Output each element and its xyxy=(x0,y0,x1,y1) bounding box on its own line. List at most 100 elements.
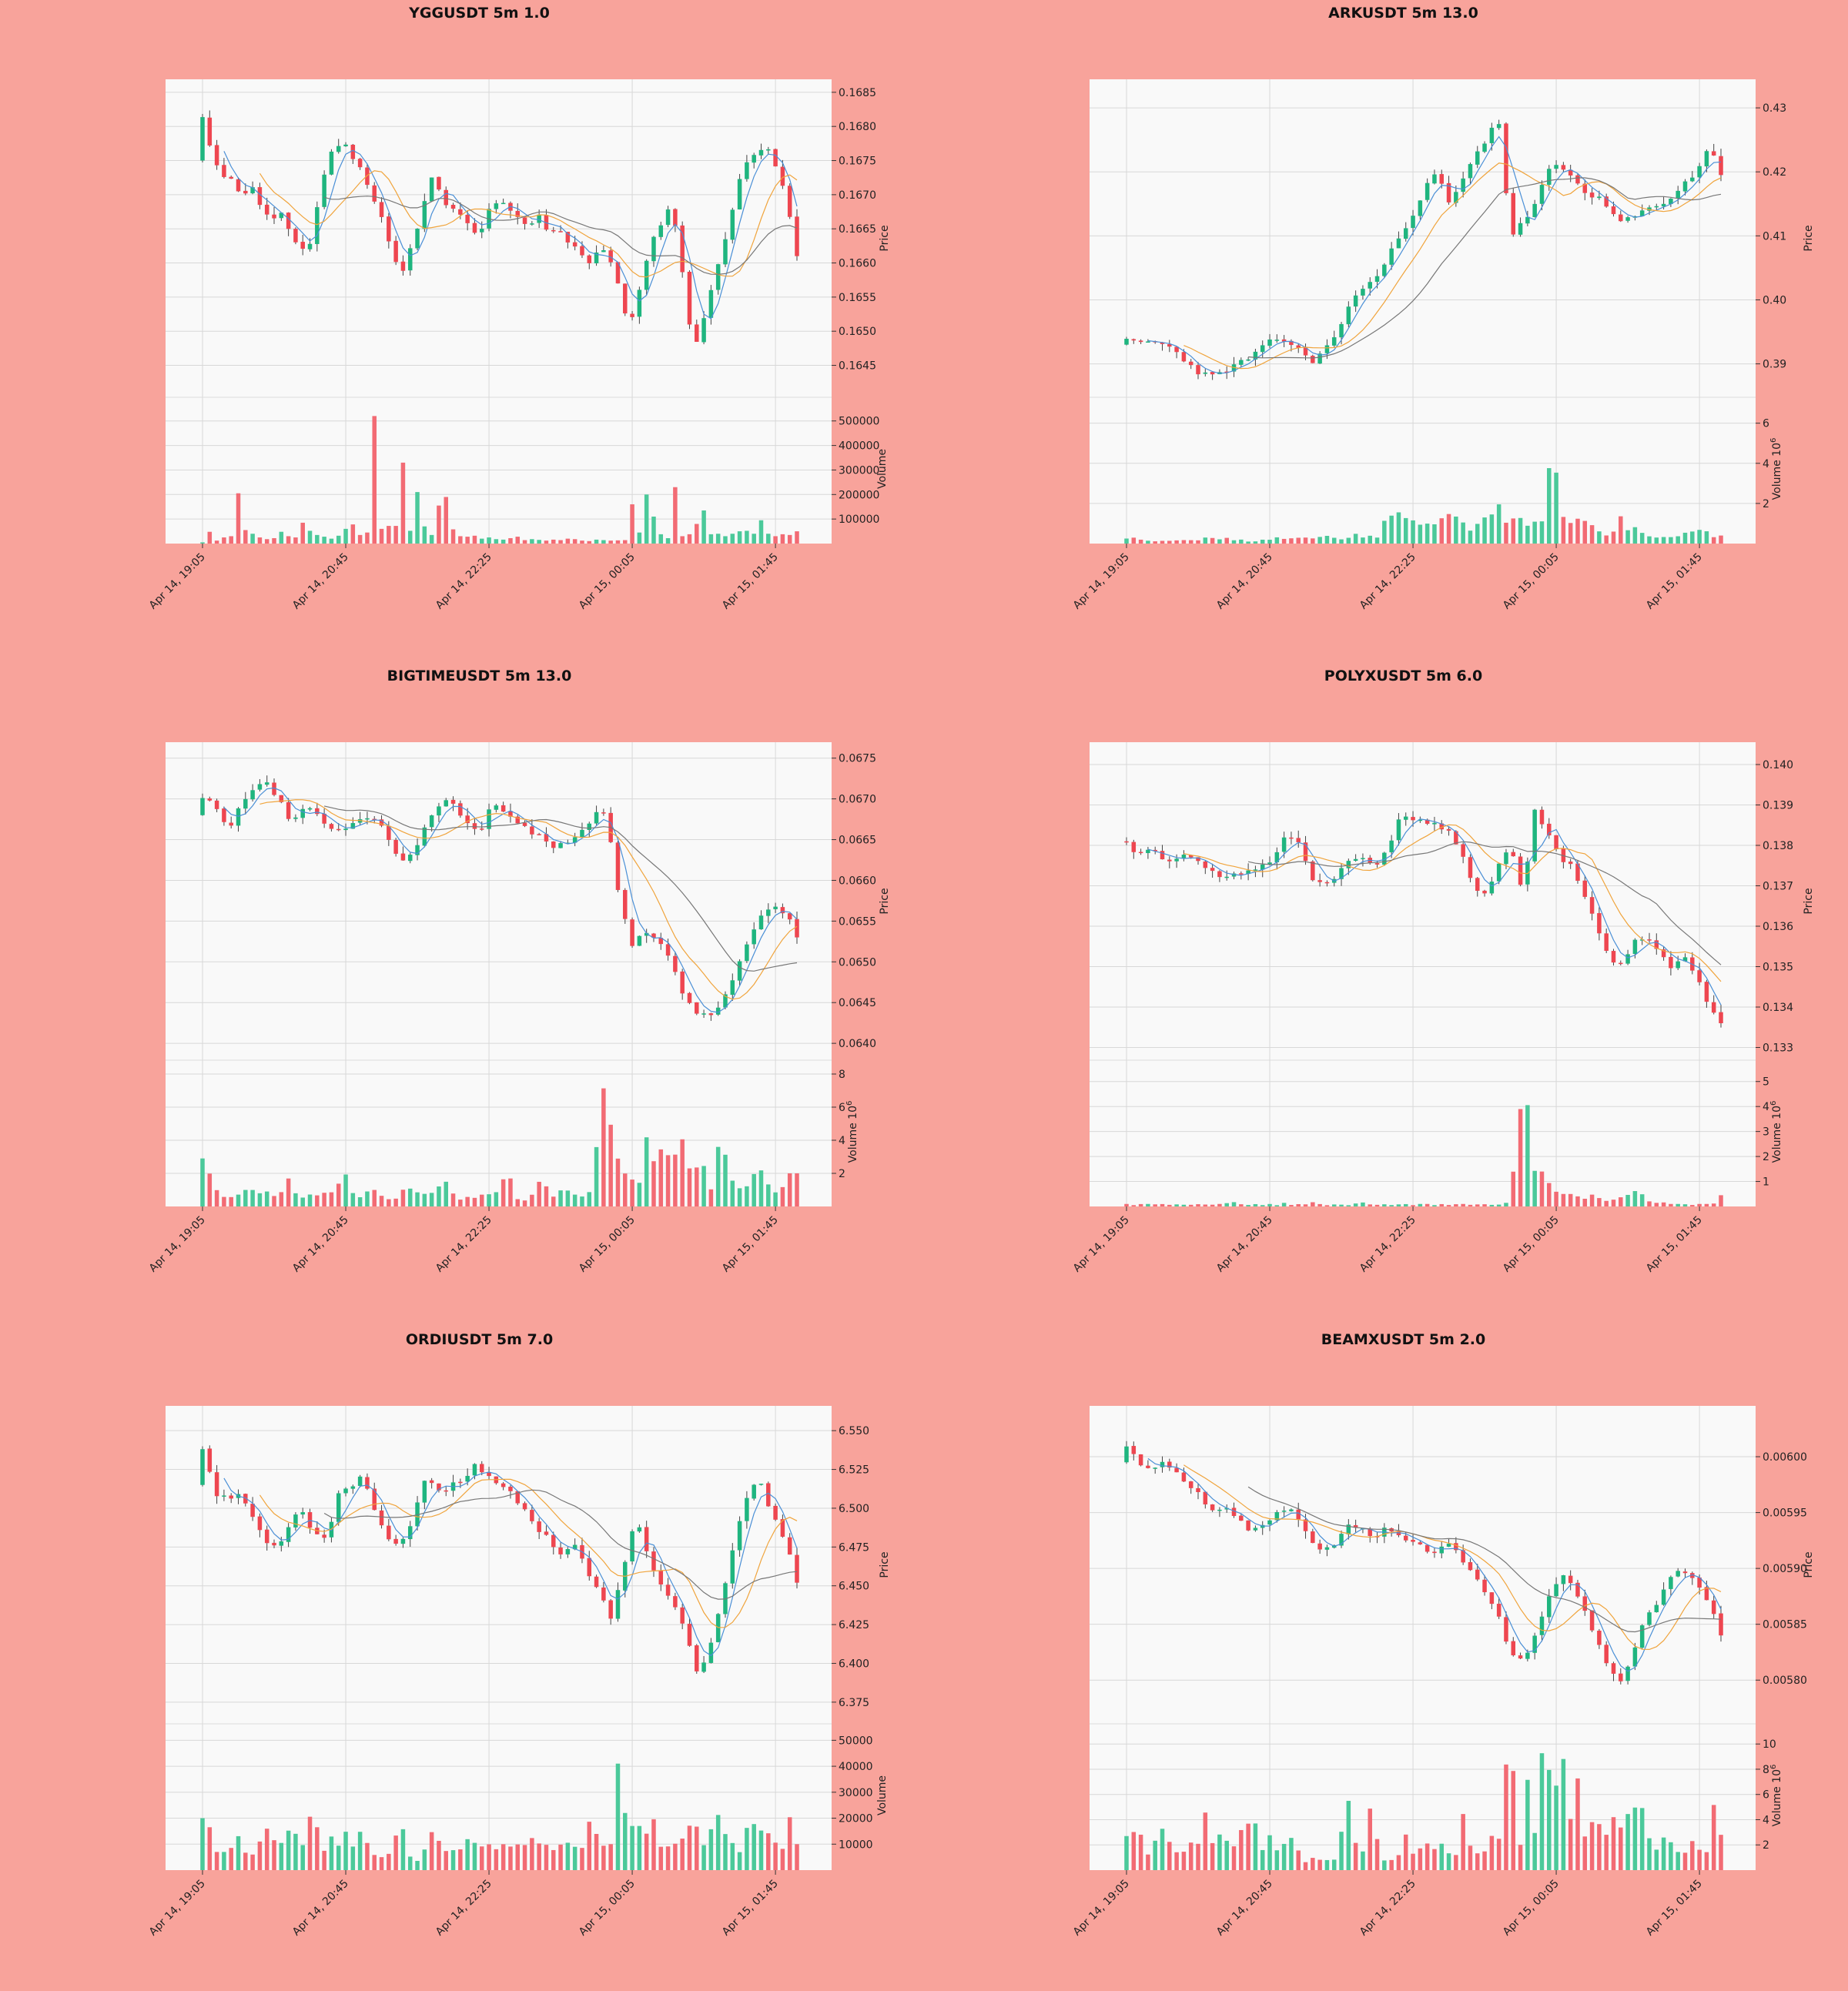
volume-bar xyxy=(1661,537,1666,544)
candle-body xyxy=(1239,873,1244,875)
candle-body xyxy=(387,825,391,840)
candle-body xyxy=(1661,203,1666,207)
volume-bar xyxy=(1682,1852,1688,1870)
candle-body xyxy=(243,798,248,809)
volume-bar xyxy=(1411,520,1415,544)
volume-bar xyxy=(551,539,556,544)
volume-bar xyxy=(1260,1849,1265,1870)
volume-bar xyxy=(1582,1198,1588,1206)
x-tick-label: Apr 15, 01:45 xyxy=(1644,1878,1705,1939)
candle-body xyxy=(1181,352,1187,362)
volume-bar xyxy=(515,537,521,544)
volume-axis-label: Volume 106 xyxy=(1769,1765,1783,1827)
candle-body xyxy=(229,822,233,826)
volume-bar xyxy=(407,1856,413,1870)
candle-body xyxy=(407,248,413,271)
candle-body xyxy=(1174,346,1179,353)
candle-body xyxy=(737,179,742,210)
volume-bar xyxy=(300,1845,305,1870)
volume-bar xyxy=(243,1852,248,1870)
candle-body xyxy=(1611,951,1616,963)
volume-bar xyxy=(372,1855,377,1870)
candle-body xyxy=(1311,356,1315,363)
candle-body xyxy=(594,253,599,264)
candle-body xyxy=(1647,207,1652,211)
candle-body xyxy=(658,938,664,945)
x-tick-label: Apr 14, 19:05 xyxy=(147,551,208,612)
volume-bar xyxy=(450,1193,456,1206)
volume-bar xyxy=(665,1846,671,1870)
volume-bar xyxy=(1669,1842,1673,1870)
candle-body xyxy=(1217,871,1222,878)
candle-body xyxy=(1339,868,1344,879)
candle-body xyxy=(1647,939,1652,941)
volume-bar xyxy=(1468,1845,1473,1870)
candle-body xyxy=(644,932,649,936)
volume-bar xyxy=(1597,1824,1602,1870)
volume-bar xyxy=(1654,1849,1659,1870)
candle-body xyxy=(1361,289,1365,296)
candle-body xyxy=(658,225,664,237)
volume-bar xyxy=(1489,1835,1495,1870)
volume-bar xyxy=(1454,516,1458,544)
volume-bar xyxy=(1525,1779,1530,1870)
chart-panel: BEAMXUSDT 5m 2.0 Apr 14, 19:05 Apr 14, 20:… xyxy=(1071,1331,1815,1939)
volume-bar xyxy=(1181,1852,1187,1870)
candle-body xyxy=(329,824,334,829)
price-tick-label: 0.39 xyxy=(1763,359,1786,371)
volume-bar xyxy=(601,1845,606,1870)
volume-bar xyxy=(680,1139,685,1206)
volume-bar xyxy=(766,1184,771,1206)
candle-body xyxy=(701,1013,706,1015)
candle-body xyxy=(1418,200,1423,216)
volume-bar xyxy=(1160,540,1165,544)
candle-body xyxy=(1289,340,1294,346)
candle-body xyxy=(1418,1542,1423,1544)
plot-area xyxy=(166,1406,832,1870)
candle-body xyxy=(1346,861,1351,868)
volume-bar xyxy=(250,1190,255,1206)
candle-body xyxy=(1568,862,1573,865)
candle-body xyxy=(1253,1528,1258,1531)
volume-bar xyxy=(1647,536,1652,544)
candle-body xyxy=(651,1551,656,1571)
price-tick-label: 0.135 xyxy=(1763,962,1793,974)
volume-tick-label: 6 xyxy=(1763,418,1769,430)
plot-area xyxy=(166,79,832,544)
candle-body xyxy=(773,1505,778,1520)
candle-body xyxy=(264,204,270,215)
volume-bar xyxy=(1361,1202,1365,1206)
volume-bar xyxy=(322,1193,326,1206)
price-tick-label: 6.550 xyxy=(839,1425,869,1437)
chart-title: BIGTIMEUSDT 5m 13.0 xyxy=(387,668,572,684)
volume-bar xyxy=(465,1839,470,1870)
candle-body xyxy=(1639,210,1645,216)
candle-body xyxy=(630,313,634,317)
candle-body xyxy=(322,174,326,207)
volume-bar xyxy=(1274,1850,1280,1870)
volume-bar xyxy=(1217,1834,1222,1870)
candle-body xyxy=(680,225,685,273)
volume-bar xyxy=(379,1196,384,1206)
volume-bar xyxy=(551,1196,556,1206)
candle-body xyxy=(551,229,556,232)
candle-body xyxy=(1167,344,1172,347)
candle-body xyxy=(1281,339,1287,342)
volume-bar xyxy=(1432,1849,1437,1870)
candle-body xyxy=(665,209,671,226)
volume-bar xyxy=(565,1190,571,1206)
volume-bar xyxy=(522,1845,527,1870)
volume-bar xyxy=(1661,1837,1666,1870)
price-tick-label: 0.1665 xyxy=(839,223,876,236)
candle-body xyxy=(336,828,341,831)
x-tick-label: Apr 14, 20:45 xyxy=(290,1878,351,1939)
candle-body xyxy=(1317,880,1322,882)
volume-tick-label: 8 xyxy=(1763,1764,1769,1776)
candle-body xyxy=(752,929,756,945)
candle-body xyxy=(1281,837,1287,852)
volume-bar xyxy=(387,526,391,544)
volume-bar xyxy=(537,1181,541,1206)
candle-body xyxy=(601,1587,606,1601)
candle-body xyxy=(1403,228,1408,239)
volume-bar xyxy=(723,1154,728,1206)
